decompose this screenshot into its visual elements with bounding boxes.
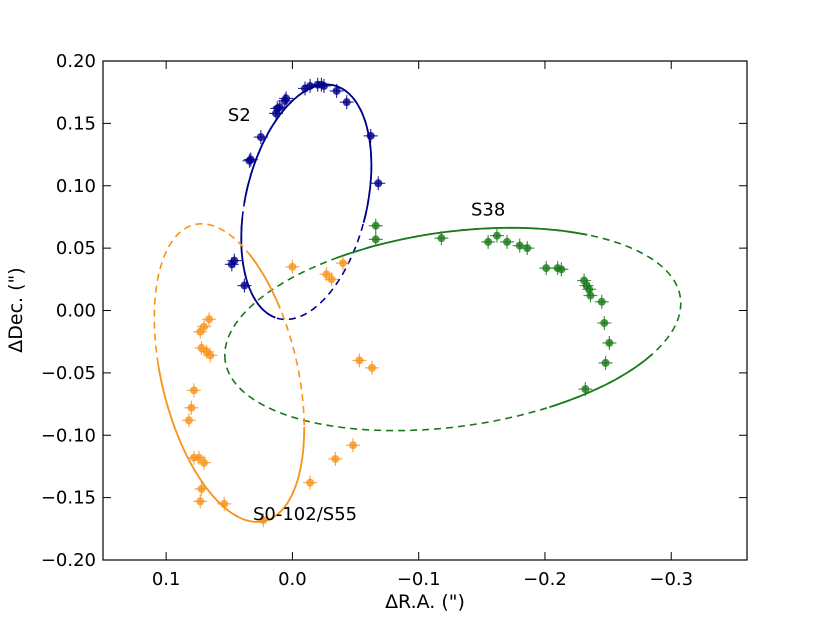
s2-data-point — [243, 152, 258, 167]
plot-frame — [102, 60, 748, 561]
y-axis-label: ΔDec. (") — [5, 267, 27, 352]
s2-data-point — [329, 83, 344, 98]
s0-102-s55-data-point — [202, 312, 217, 327]
s0-102-s55-orbit-solid-mask — [250, 254, 281, 308]
s2-orbit-dashed — [240, 83, 373, 321]
s0-102-s55-data-point — [324, 272, 339, 287]
s38-data-point — [583, 288, 598, 303]
s38-data-point — [598, 355, 613, 370]
s2-data-point — [371, 176, 386, 191]
s0-102-s55-data-point — [193, 494, 208, 509]
x-tick-label: 0.0 — [278, 569, 307, 590]
x-tick-label: 0.1 — [152, 569, 181, 590]
y-tick-label: −0.10 — [41, 425, 96, 446]
s38-data-point — [597, 315, 612, 330]
s0-102-s55-data-point — [364, 360, 379, 375]
s38-data-point — [500, 234, 515, 249]
s0-102-s55-data-point — [256, 513, 271, 528]
annotation-s38: S38 — [471, 200, 505, 221]
s2-data-point — [237, 278, 252, 293]
y-tick-label: 0.15 — [56, 113, 96, 134]
s38-data-point — [489, 228, 504, 243]
s2-data-point — [339, 95, 354, 110]
s2-data-point — [253, 130, 268, 145]
s0-102-s55-data-point — [197, 455, 212, 470]
s38-data-point — [368, 232, 383, 247]
s38-data-point — [434, 231, 449, 246]
s0-102-s55-data-point — [303, 475, 318, 490]
s0-102-s55-data-point — [328, 451, 343, 466]
s38-data-point — [520, 241, 535, 256]
ticks-layer: 0.1 0.0 −0.1 −0.2 −0.3 0.20 0.15 0.10 0.05 0.00 −0… — [41, 51, 747, 590]
s2-data-point — [279, 91, 294, 106]
s0-102-s55-data-point — [352, 353, 367, 368]
y-tick-label: 0.20 — [56, 51, 96, 72]
s38-data-point — [481, 234, 496, 249]
s0-102-s55-data-point — [184, 400, 199, 415]
s38-data-point — [368, 218, 383, 233]
y-tick-label: −0.15 — [41, 488, 96, 509]
y-tick-label: 0.00 — [56, 301, 96, 322]
s0-102-s55-orbit-solid — [161, 387, 306, 523]
s0-102-s55-data-point — [186, 383, 201, 398]
s0-102-s55-data-point — [181, 413, 196, 428]
s38-data-point — [578, 382, 593, 397]
s2-orbit-solid — [246, 83, 373, 223]
s0-102-s55-data-point — [194, 481, 209, 496]
annotation-s2: S2 — [228, 105, 251, 126]
s0-102-s55-data-point — [335, 256, 350, 271]
x-axis-label: ΔR.A. (") — [385, 591, 465, 613]
s0-102-s55-data-point — [193, 324, 208, 339]
data-points-layer — [181, 77, 617, 528]
s2-orbit-solid-mask — [247, 85, 371, 223]
s2-data-point — [363, 128, 378, 143]
s38-data-point — [602, 335, 617, 350]
s38-orbit-solid — [549, 353, 653, 409]
s0-102-s55-orbit-solid — [157, 364, 164, 389]
s38-orbit-solid — [336, 226, 588, 259]
s2-data-point — [227, 253, 242, 268]
s2-data-point — [316, 78, 331, 93]
s0-102-s55-data-point — [203, 348, 218, 363]
annotations-layer: S2 S38 S0-102/S55 — [228, 105, 505, 525]
s0-102-s55-data-point — [285, 259, 300, 274]
s2-data-point — [303, 78, 318, 93]
s38-orbit-solid-mask — [549, 354, 652, 407]
y-tick-label: 0.05 — [56, 238, 96, 259]
y-tick-label: 0.10 — [56, 176, 96, 197]
x-tick-label: −0.1 — [397, 569, 441, 590]
annotation-s0-102-s55: S0-102/S55 — [253, 504, 357, 525]
orbits-layer — [153, 83, 682, 523]
s0-102-s55-data-point — [346, 438, 361, 453]
s0-102-s55-orbit-solid-mask — [163, 388, 304, 522]
s38-data-point — [554, 262, 569, 277]
s38-orbit-dashed — [223, 227, 682, 432]
s38-data-point — [594, 294, 609, 309]
s2-data-point — [272, 100, 287, 115]
x-tick-label: −0.3 — [649, 569, 693, 590]
s0-102-s55-data-point — [217, 496, 232, 511]
s2-orbit-solid — [243, 188, 249, 204]
y-tick-label: −0.05 — [41, 363, 96, 384]
y-tick-label: −0.20 — [41, 550, 96, 571]
x-tick-label: −0.2 — [523, 569, 567, 590]
s0-102-s55-orbit-solid — [248, 253, 281, 309]
